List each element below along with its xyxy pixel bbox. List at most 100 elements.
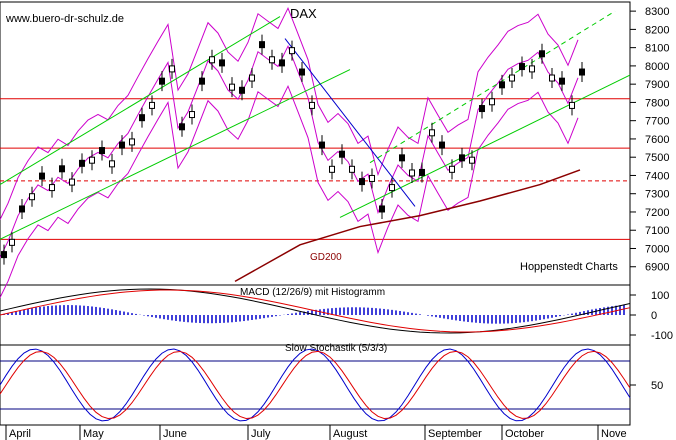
- candle-body: [529, 65, 535, 73]
- candle-body: [569, 101, 575, 109]
- macd-line: [0, 288, 631, 334]
- candle-body: [399, 154, 405, 162]
- candle-body: [539, 50, 545, 58]
- candle-body: [249, 74, 255, 82]
- price-ytick-label: 7000: [645, 243, 669, 255]
- macd-ytick-label: 0: [651, 310, 657, 322]
- moving-average-gd200: [234, 169, 581, 283]
- candle-body: [429, 129, 435, 137]
- price-ytick-label: 8000: [645, 61, 669, 73]
- candle-body: [279, 59, 285, 67]
- stochastic-ytick-label: 50: [651, 380, 663, 392]
- price-ytick-label: 7600: [645, 134, 669, 146]
- trend-channel-line: [0, 69, 351, 240]
- candle-body: [319, 141, 325, 149]
- month-label: Nove: [601, 428, 627, 440]
- trend-channel-line: [339, 74, 631, 218]
- candle-body: [459, 154, 465, 162]
- candle-body: [229, 83, 235, 91]
- candle-body: [149, 101, 155, 109]
- price-ytick-label: 7800: [645, 97, 669, 109]
- candle-body: [19, 205, 25, 213]
- macd-signal-line: [0, 289, 631, 333]
- stochastic-title: Slow Stochastik (5/3/3): [285, 343, 387, 354]
- macd-layer: [0, 288, 631, 334]
- candle-body: [9, 238, 15, 246]
- stochastic-k-line: [0, 348, 631, 422]
- month-label: May: [83, 428, 104, 440]
- candle-body: [519, 63, 525, 71]
- bollinger-upper: [0, 6, 579, 220]
- candle-body: [479, 105, 485, 113]
- price-ytick-label: 8100: [645, 43, 669, 55]
- watermark-url: www.buero-dr-schulz.de: [5, 13, 124, 25]
- candle-body: [99, 147, 105, 155]
- ma-label: GD200: [310, 252, 342, 263]
- candle-body: [159, 77, 165, 85]
- candle-body: [579, 68, 585, 76]
- axis-layer: 8300 8200 8100 8000 7900 7800 7700 7600 7500 7400…: [5, 6, 673, 440]
- candle-body: [549, 74, 555, 82]
- candle-body: [219, 59, 225, 67]
- price-ytick-label: 7100: [645, 225, 669, 237]
- candle-body: [239, 86, 245, 94]
- macd-ytick-label: -100: [651, 330, 673, 342]
- price-ytick-label: 7400: [645, 170, 669, 182]
- candle-body: [329, 165, 335, 173]
- candle-body: [509, 74, 515, 82]
- stochastic-d-line: [0, 350, 631, 420]
- source-label: Hoppenstedt Charts: [520, 261, 618, 273]
- candle-body: [559, 77, 565, 85]
- candle-body: [209, 56, 215, 64]
- candle-body: [109, 160, 115, 168]
- downtrend-line: [284, 38, 416, 207]
- candle-body: [289, 47, 295, 55]
- candle-body: [179, 123, 185, 131]
- month-label: October: [505, 428, 544, 440]
- candle-body: [439, 141, 445, 149]
- candle-body: [309, 101, 315, 109]
- candle-body: [69, 178, 75, 186]
- candle-body: [499, 81, 505, 89]
- price-ytick-label: 8200: [645, 24, 669, 36]
- candle-body: [29, 193, 35, 201]
- macd-ytick-label: 100: [651, 290, 669, 302]
- month-label: June: [163, 428, 187, 440]
- price-layer: [0, 6, 631, 298]
- price-ytick-label: 7200: [645, 207, 669, 219]
- price-ytick-label: 7300: [645, 189, 669, 201]
- price-ytick-label: 7700: [645, 116, 669, 128]
- trend-channel-line: [369, 10, 616, 164]
- chart-title: DAX: [290, 6, 317, 21]
- candle-body: [339, 150, 345, 158]
- candle-body: [89, 156, 95, 164]
- price-ytick-label: 8300: [645, 6, 669, 18]
- candle-body: [39, 172, 45, 180]
- month-label: July: [251, 428, 271, 440]
- candle-body: [359, 178, 365, 186]
- candle-body: [469, 156, 475, 164]
- price-ytick-label: 6900: [645, 262, 669, 274]
- month-label: September: [428, 428, 482, 440]
- candle-body: [389, 184, 395, 192]
- trend-channel-line: [0, 16, 281, 186]
- candle-body: [1, 251, 7, 259]
- candle-body: [369, 174, 375, 182]
- candle-body: [419, 168, 425, 176]
- candle-body: [59, 165, 65, 173]
- candle-body: [199, 77, 205, 85]
- stochastic-layer: [0, 348, 631, 422]
- candle-body: [379, 205, 385, 213]
- candle-body: [119, 141, 125, 149]
- price-ytick-label: 7500: [645, 152, 669, 164]
- candle-body: [299, 68, 305, 76]
- candle-body: [129, 138, 135, 146]
- candle-body: [139, 114, 145, 122]
- macd-title: MACD (12/26/9) mit Histogramm: [240, 287, 385, 298]
- candle-body: [489, 98, 495, 106]
- month-label: August: [333, 428, 367, 440]
- candle-body: [409, 169, 415, 177]
- candle-body: [49, 184, 55, 192]
